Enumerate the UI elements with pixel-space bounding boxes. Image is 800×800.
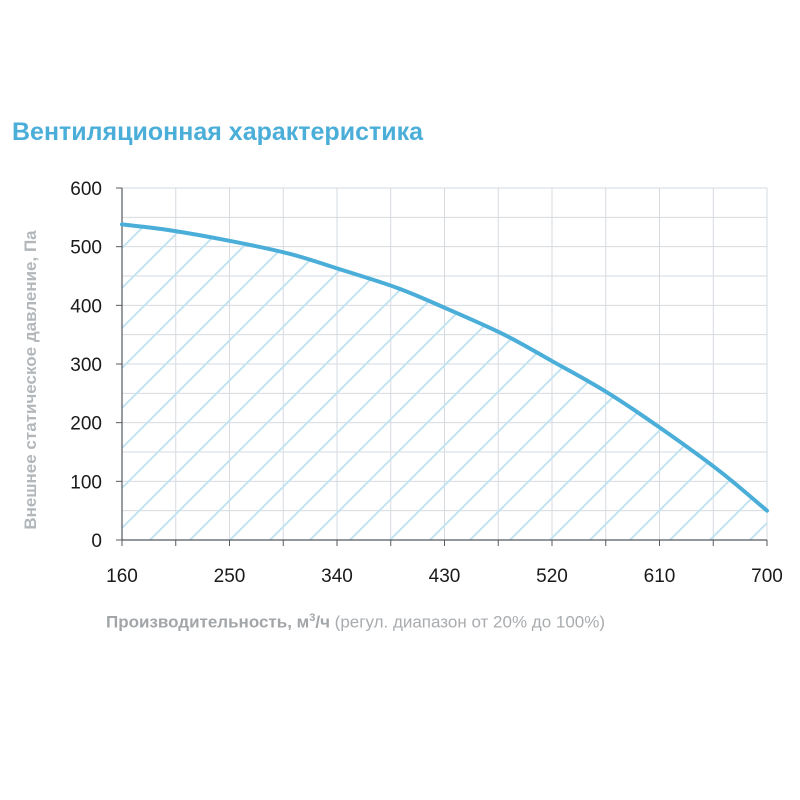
grid: [121, 187, 768, 541]
x-axis-label-sup: 3: [309, 612, 316, 624]
axes: [116, 187, 768, 546]
x-tick-label: 340: [321, 566, 353, 587]
x-tick-label: 700: [751, 566, 783, 587]
y-tick-label: 600: [70, 179, 102, 200]
hatch-line: [122, 224, 183, 540]
y-tick-label: 100: [70, 472, 102, 493]
x-axis-label-unit: /ч: [315, 612, 330, 632]
x-tick-label: 610: [644, 566, 676, 587]
hatch-line: [669, 224, 767, 540]
hatch-line: [122, 224, 303, 540]
hatch-line: [122, 224, 263, 540]
y-tick-labels: 0 100 200 300 400 500 600: [70, 179, 102, 552]
y-axis-label: Внешнее статическое давление, Па: [21, 230, 40, 530]
y-tick-label: 0: [91, 531, 102, 552]
x-tick-labels: 160 250 340 430 520 610 700: [106, 566, 783, 587]
x-axis-label-note: (регул. диапазон от 20% до 100%): [329, 612, 606, 632]
x-axis-label-main: Производительность, м: [106, 612, 310, 632]
y-tick-label: 200: [70, 414, 102, 435]
hatch-line: [122, 224, 223, 540]
x-tick-label: 430: [429, 566, 461, 587]
chart-title: Вентиляционная характеристика: [12, 118, 423, 146]
x-axis-label: Производительность, м3/ч (регул. диапазо…: [106, 612, 706, 633]
x-tick-label: 520: [536, 566, 568, 587]
y-tick-label: 400: [70, 296, 102, 317]
x-tick-label: 250: [214, 566, 246, 587]
y-tick-label: 500: [70, 238, 102, 259]
hatch-line: [629, 224, 767, 540]
series-curve: [120, 222, 769, 513]
y-tick-label: 300: [70, 355, 102, 376]
x-tick-label: 160: [106, 566, 138, 587]
